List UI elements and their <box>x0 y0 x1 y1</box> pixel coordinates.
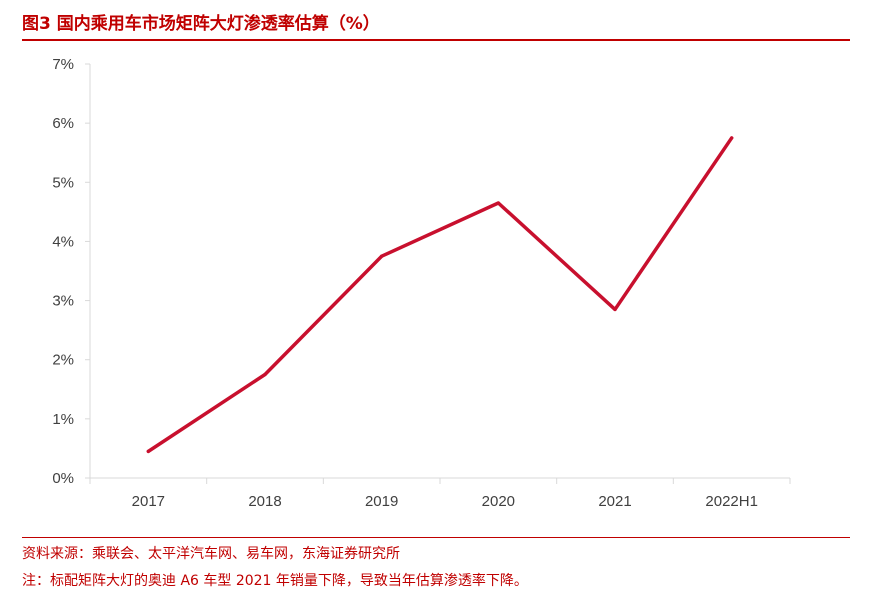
series-line <box>146 136 734 454</box>
data-point <box>146 449 150 453</box>
x-tick-label: 2018 <box>248 493 281 510</box>
y-tick-label: 0% <box>52 470 74 487</box>
x-tick-label: 2022H1 <box>705 493 758 510</box>
x-tick-label: 2020 <box>482 493 515 510</box>
footnote: 注：标配矩阵大灯的奥迪 A6 车型 2021 年销量下降，导致当年估算渗透率下降… <box>22 573 528 589</box>
y-tick-label: 3% <box>52 293 74 310</box>
data-point <box>730 136 734 140</box>
data-point <box>613 307 617 312</box>
x-axis: 2017 2018 2019 2020 2021 2022H1 <box>89 477 791 510</box>
line-chart: 0% 1% 2% 3% 4% 5% 6% 7% 2017 2018 2019 2020 2021 202… <box>52 56 791 510</box>
x-tick-label: 2017 <box>132 493 165 510</box>
y-tick-label: 2% <box>52 352 74 369</box>
x-tick-label: 2019 <box>365 493 398 510</box>
y-tick-label: 4% <box>52 233 74 250</box>
y-tick-label: 6% <box>52 115 74 132</box>
x-tick-label: 2021 <box>598 493 631 510</box>
data-point <box>380 254 384 258</box>
footer-divider <box>22 537 850 538</box>
chart-title: 图3 国内乘用车市场矩阵大灯渗透率估算（%） <box>22 14 380 34</box>
source-note: 资料来源：乘联会、太平洋汽车网、易车网，东海证券研究所 <box>22 546 400 562</box>
y-tick-label: 7% <box>52 56 74 73</box>
data-point <box>263 372 267 377</box>
data-point <box>496 201 500 205</box>
y-tick-label: 5% <box>52 174 74 191</box>
y-tick-label: 1% <box>52 411 74 428</box>
y-axis: 0% 1% 2% 3% 4% 5% 6% 7% <box>52 56 91 487</box>
series-group <box>146 136 734 454</box>
title-divider <box>22 39 850 41</box>
